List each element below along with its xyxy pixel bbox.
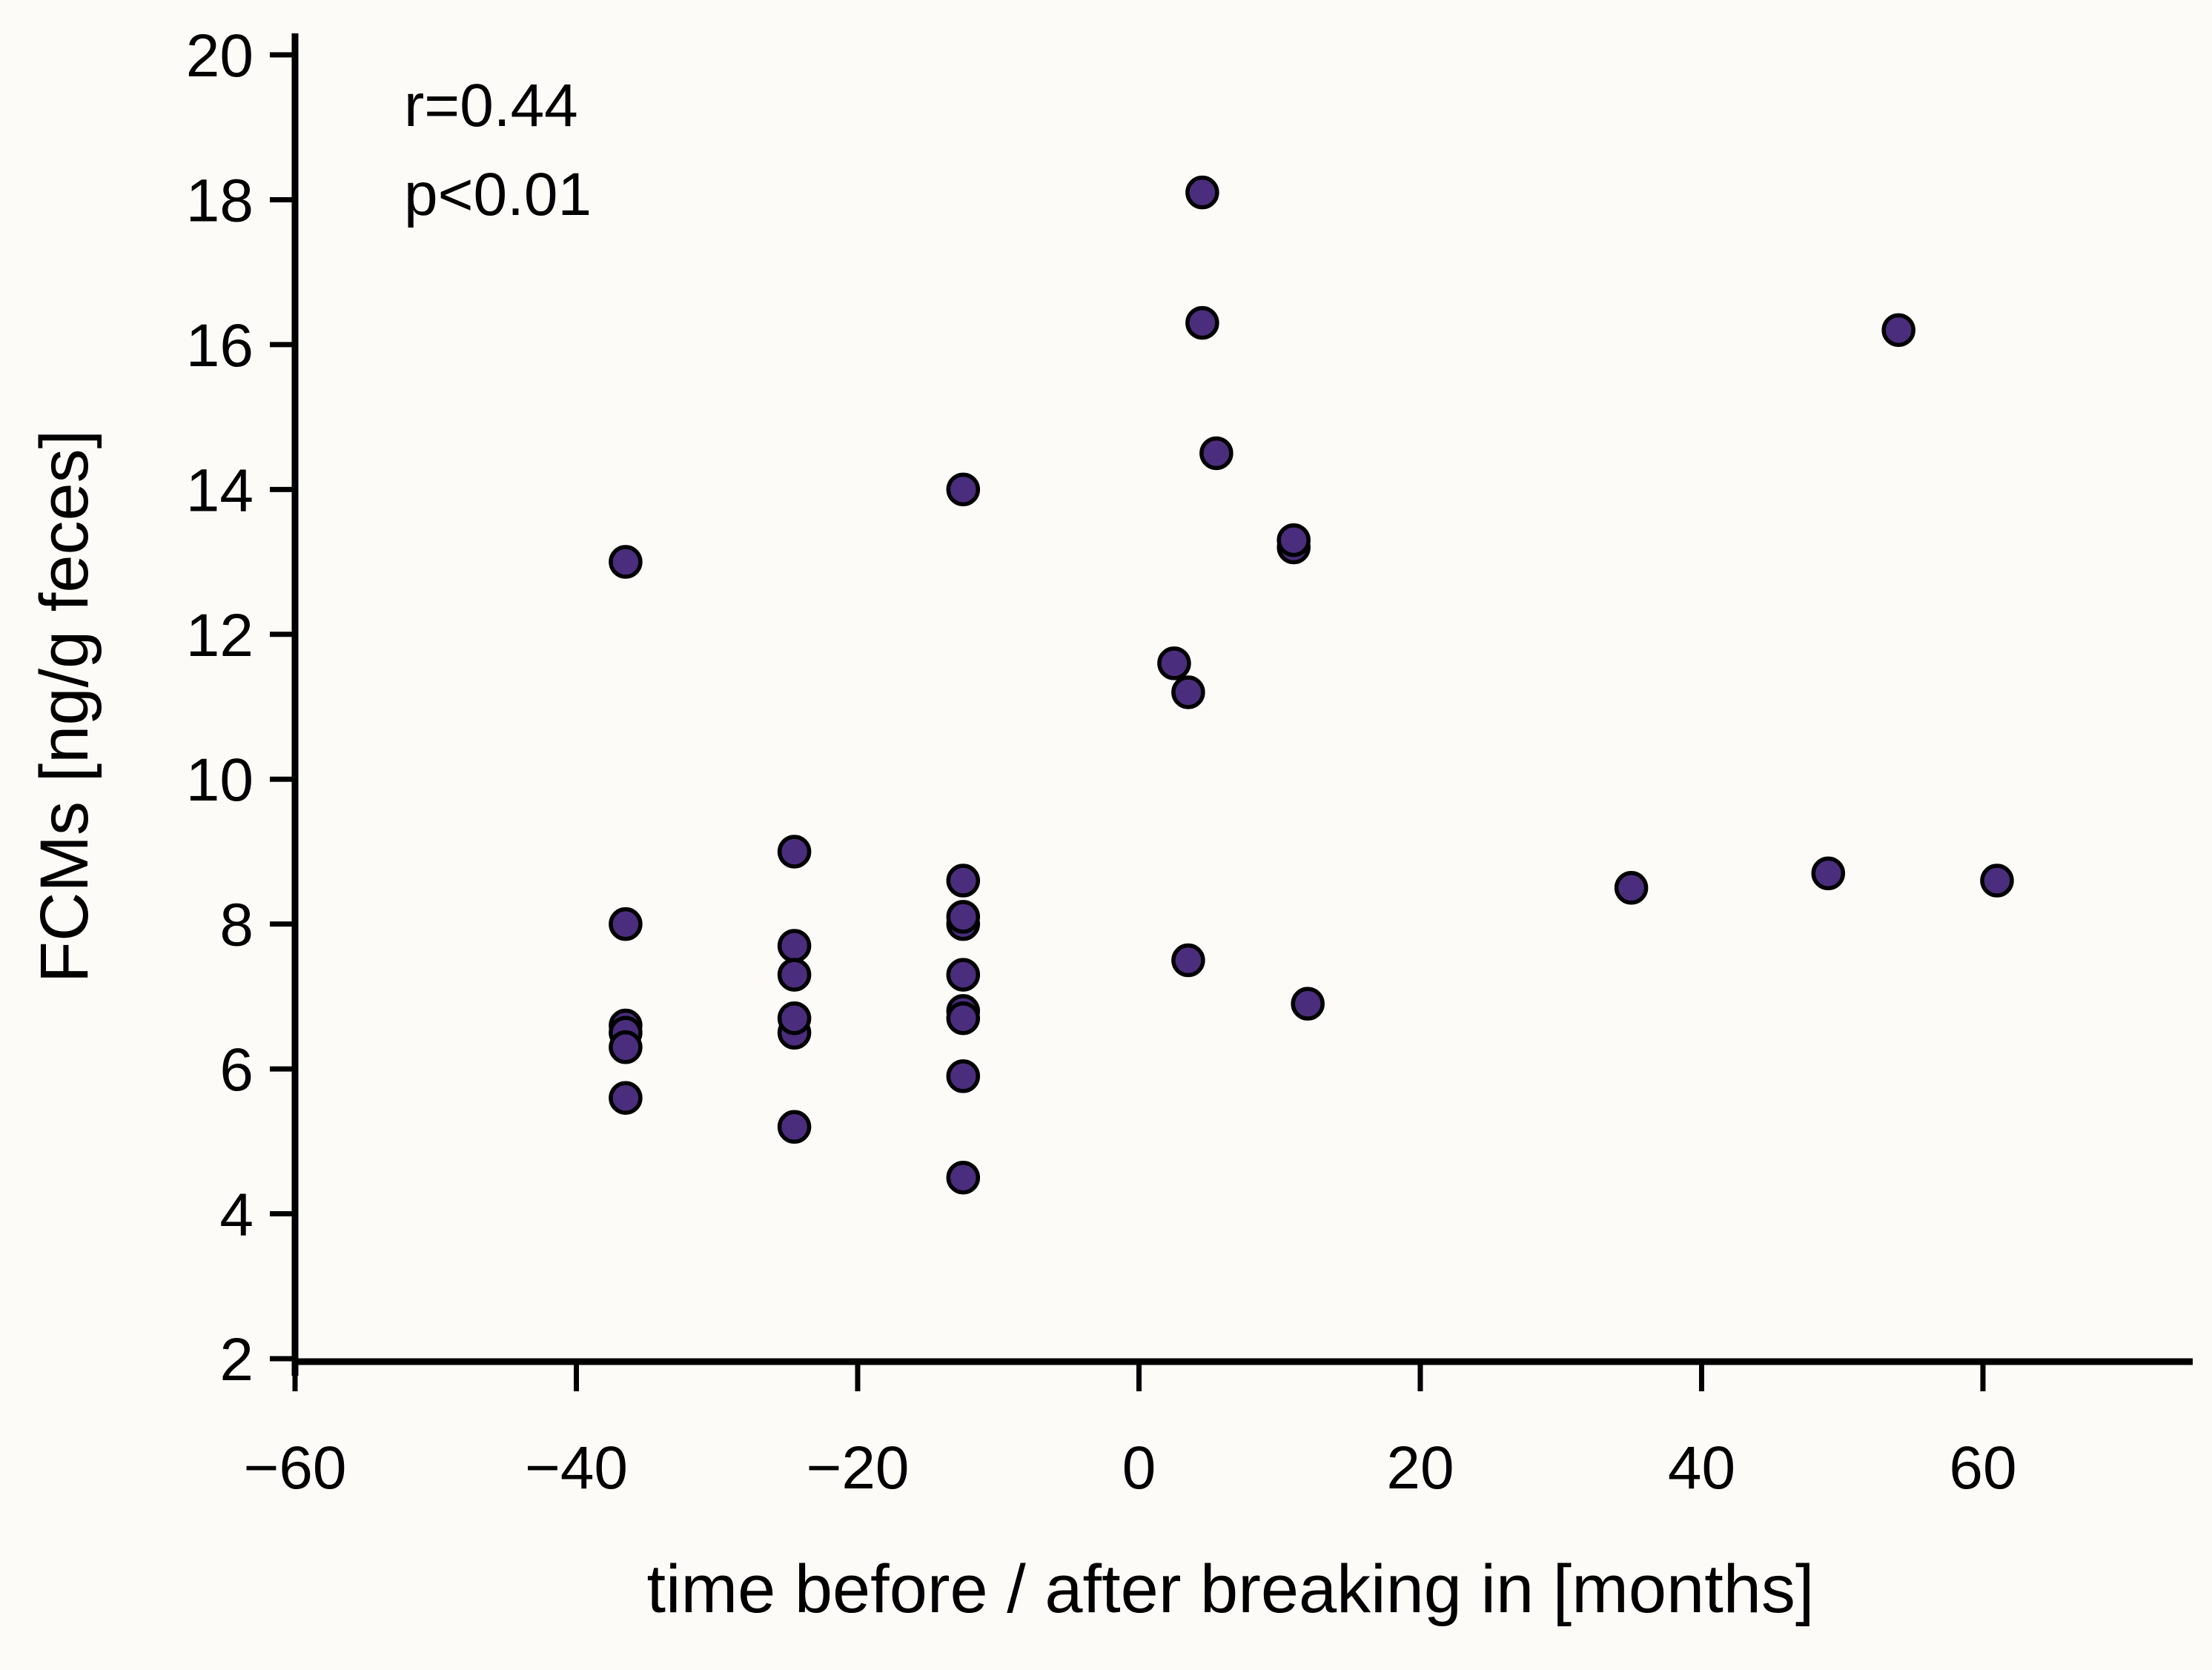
data-point bbox=[1171, 943, 1205, 978]
data-point bbox=[777, 1001, 812, 1036]
correlation-p-annotation: p<0.01 bbox=[404, 161, 592, 228]
data-point bbox=[609, 907, 643, 941]
data-point bbox=[1291, 987, 1325, 1021]
data-point bbox=[1171, 675, 1205, 709]
data-point bbox=[1881, 313, 1915, 348]
data-point bbox=[609, 1030, 643, 1064]
data-point bbox=[1157, 646, 1191, 680]
data-point bbox=[946, 900, 981, 934]
y-tick-label: 8 bbox=[219, 892, 254, 959]
x-tick-label: −60 bbox=[243, 1434, 346, 1502]
data-point bbox=[1614, 871, 1649, 905]
y-tick-label: 18 bbox=[186, 167, 254, 234]
data-point bbox=[1185, 305, 1219, 340]
data-point bbox=[1199, 436, 1234, 471]
data-point bbox=[946, 864, 981, 898]
y-tick-label: 6 bbox=[219, 1036, 254, 1104]
data-point bbox=[946, 1059, 981, 1093]
data-point bbox=[1980, 864, 2014, 898]
data-point bbox=[1276, 523, 1311, 557]
data-point bbox=[777, 835, 812, 869]
data-point bbox=[777, 1110, 812, 1144]
data-point bbox=[946, 1160, 981, 1195]
y-tick-label: 10 bbox=[186, 746, 254, 814]
y-axis-title: FCMs [ng/g feces] bbox=[27, 430, 102, 983]
y-tick-label: 12 bbox=[186, 602, 254, 669]
x-tick-label: 0 bbox=[1122, 1434, 1156, 1502]
data-point bbox=[609, 545, 643, 579]
y-tick-label: 14 bbox=[186, 457, 254, 524]
data-point bbox=[1185, 175, 1219, 210]
data-point bbox=[946, 472, 981, 507]
data-point bbox=[609, 1081, 643, 1115]
correlation-r-annotation: r=0.44 bbox=[404, 72, 578, 139]
y-tick-label: 20 bbox=[186, 22, 254, 90]
data-point bbox=[777, 958, 812, 992]
x-tick-label: −40 bbox=[525, 1434, 628, 1502]
y-tick-label: 2 bbox=[219, 1326, 254, 1394]
y-tick-label: 4 bbox=[219, 1182, 254, 1249]
x-tick-label: 40 bbox=[1668, 1434, 1735, 1502]
data-point bbox=[777, 929, 812, 963]
data-point bbox=[1811, 856, 1846, 891]
x-tick-label: 20 bbox=[1386, 1434, 1454, 1502]
data-point bbox=[946, 958, 981, 992]
x-axis-title: time before / after breaking in [months] bbox=[646, 1551, 1814, 1627]
x-tick-label: −20 bbox=[806, 1434, 909, 1502]
data-point bbox=[946, 1001, 981, 1036]
y-tick-label: 16 bbox=[186, 312, 254, 380]
x-tick-label: 60 bbox=[1949, 1434, 2016, 1502]
